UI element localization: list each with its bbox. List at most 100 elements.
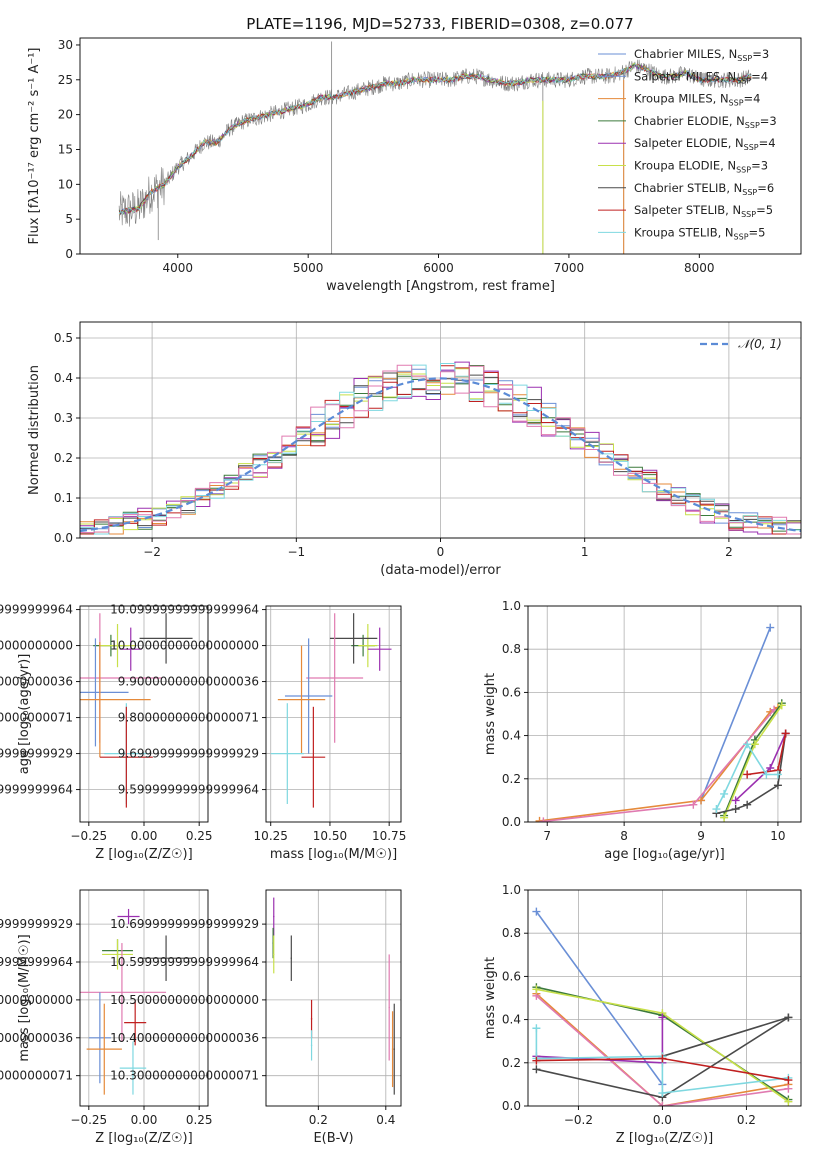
mass_vs_age-frame <box>265 605 402 823</box>
Z_vs_weight-ytick-label: 0.0 <box>502 1099 521 1113</box>
Z_vs_age-xtick-label: −0.25 <box>70 829 107 843</box>
weight-series-marker <box>532 1056 541 1065</box>
weight-series-marker <box>720 789 729 798</box>
weight-series-marker <box>766 623 775 632</box>
weight-series-marker <box>532 985 541 994</box>
Z_vs_weight-ytick-label: 0.2 <box>502 1056 521 1070</box>
Z_vs_age-ytick-label: 9.90000000000000036 <box>0 675 73 689</box>
Z_vs_age-ytick-label: 9.69999999999999929 <box>0 747 73 761</box>
weight-series-marker <box>658 1013 667 1022</box>
weight-series-marker <box>784 1084 793 1093</box>
spectrum-model-line <box>118 62 752 215</box>
Z_vs_weight-xlabel: Z [log₁₀(Z/Z☉)] <box>616 1131 713 1146</box>
age_vs_weight-frame <box>527 605 802 823</box>
Z_vs_age-panel: −0.25 0.00 0.25 9.59999999999999964 9.699999… <box>0 603 213 862</box>
weight-series-marker <box>731 796 740 805</box>
Z_vs_mass-xlabel: Z [log₁₀(Z/Z☉)] <box>95 1131 192 1146</box>
weight-series-marker <box>762 770 771 779</box>
Z_vs_mass-ytick-label: 10.30000000000000071 <box>0 1069 73 1083</box>
age_vs_weight-ytick-label: 1.0 <box>502 599 521 613</box>
Z_vs_mass-panel: −0.25 0.00 0.25 10.30000000000000071 10.4000… <box>0 889 213 1146</box>
Z_vs_weight-plot-area <box>532 907 793 1106</box>
age_vs_weight-ytick-label: 0.4 <box>502 729 521 743</box>
legend-label: 𝒩(0, 1) <box>738 337 782 351</box>
weight-series-marker <box>532 907 541 916</box>
spectrum-xtick-label: 7000 <box>554 261 585 275</box>
weight-series-marker <box>784 1097 793 1106</box>
residuals-ytick-label: 0.4 <box>54 371 73 385</box>
spectrum-xtick-label: 5000 <box>293 261 324 275</box>
mass_vs_age-ytick-label: 9.69999999999999929 <box>118 747 259 761</box>
weight-series-marker <box>784 1076 793 1085</box>
spectrum-ylabel: Flux [fλ10⁻¹⁷ erg cm⁻² s⁻¹ A⁻¹] <box>27 48 42 245</box>
Z_vs_age-xlabel: Z [log₁₀(Z/Z☉)] <box>95 847 192 862</box>
weight-series-line <box>535 993 789 1106</box>
spectrum-panel: Chabrier MILES, NSSP=3 Salpeter MILES, NS… <box>27 37 802 294</box>
age_vs_weight-ylabel: mass weight <box>483 673 498 755</box>
Z_vs_mass-ylabel: mass [log₁₀(M/M☉)] <box>17 934 32 1061</box>
age_vs_weight-xtick-label: 10 <box>770 829 785 843</box>
weight-series-marker <box>750 740 759 749</box>
spectrum-ytick-label: 5 <box>65 212 73 226</box>
grid-lines <box>266 606 401 822</box>
age_vs_weight-xtick-label: 9 <box>697 829 705 843</box>
mass_vs_age-ytick-label: 9.59999999999999964 <box>118 783 259 797</box>
mass_vs_age-ytick-label: 10.09999999999999964 <box>110 603 259 617</box>
weight-series-line <box>662 1016 789 1058</box>
weight-series-marker <box>532 1065 541 1074</box>
spectrum-ytick-label: 20 <box>58 108 73 122</box>
Z_vs_age-ytick-label: 10.00000000000000000 <box>0 639 73 653</box>
Z_vs_mass-ytick-label: 10.59999999999999964 <box>0 955 73 969</box>
Z_vs_weight-ytick-label: 1.0 <box>502 883 521 897</box>
Z_vs_age-ylabel: age [log₁₀(age/yr)] <box>17 654 32 775</box>
spectrum-frame <box>79 37 802 255</box>
grid-lines <box>266 890 401 1106</box>
mass_vs_age-xlabel: mass [log₁₀(M/M☉)] <box>270 847 397 862</box>
weight-series-marker <box>658 1102 667 1106</box>
spectrum-ytick-label: 15 <box>58 142 73 156</box>
legend-label: Chabrier MILES, NSSP=3 <box>634 47 769 63</box>
residuals-xtick-label: −2 <box>143 545 161 559</box>
ebv_vs_mass-panel: 0.2 0.4 10.30000000000000071 10.40000000000… <box>110 889 402 1146</box>
residuals-xlabel: (data-model)/error <box>380 563 501 578</box>
residuals-plot-area <box>80 361 801 535</box>
Z_vs_weight-xtick-label: 0.2 <box>737 1113 756 1127</box>
spectrum-xtick-label: 8000 <box>684 261 715 275</box>
weight-series-marker <box>658 1054 667 1063</box>
residuals-xtick-label: 2 <box>725 545 733 559</box>
weight-series-marker <box>743 800 752 809</box>
ebv_vs_mass-xtick-label: 0.4 <box>376 1113 395 1127</box>
histogram-series <box>80 364 801 535</box>
Z_vs_weight-frame <box>527 889 802 1107</box>
weight-series-marker <box>781 729 790 738</box>
weight-series-marker <box>731 805 740 814</box>
legend-label: Kroupa STELIB, NSSP=5 <box>634 225 765 241</box>
weight-series-marker <box>697 796 706 805</box>
ebv_vs_mass-plot-area <box>272 897 395 1095</box>
figure-title: PLATE=1196, MJD=52733, FIBERID=0308, z=0… <box>246 15 633 33</box>
Z_vs_mass-xtick-label: −0.25 <box>70 1113 107 1127</box>
mass_vs_age-ytick-label: 9.80000000000000071 <box>118 711 259 725</box>
weight-series-marker <box>689 800 698 809</box>
residuals-ytick-label: 0.5 <box>54 331 73 345</box>
residuals-legend: 𝒩(0, 1) <box>700 337 782 351</box>
Z_vs_weight-ytick-label: 0.6 <box>502 969 521 983</box>
residuals-ytick-label: 0.0 <box>54 531 73 545</box>
spectrum-ytick-label: 30 <box>58 38 73 52</box>
ebv_vs_mass-ytick-label: 10.30000000000000071 <box>110 1069 259 1083</box>
Z_vs_weight-ytick-label: 0.8 <box>502 926 521 940</box>
ebv_vs_mass-xlabel: E(B-V) <box>313 1131 353 1146</box>
mass_vs_age-xtick-label: 10.75 <box>372 829 406 843</box>
histogram-series <box>80 372 801 529</box>
Z_vs_mass-xtick-label: 0.25 <box>186 1113 213 1127</box>
residuals-panel: 𝒩(0, 1) −2 −1 0 1 2 0.0 0.1 0.2 0.3 0.4 0.5 (data-mo… <box>27 321 802 578</box>
grid-lines <box>80 606 208 822</box>
spectrum-plot-area <box>118 41 752 254</box>
weight-series-marker <box>773 781 782 790</box>
Z_vs_mass-ytick-label: 10.50000000000000000 <box>0 993 73 1007</box>
ebv_vs_mass-xtick-label: 0.2 <box>309 1113 328 1127</box>
age_vs_weight-ytick-label: 0.6 <box>502 685 521 699</box>
weight-series-marker <box>773 770 782 779</box>
age_vs_weight-xlabel: age [log₁₀(age/yr)] <box>604 847 725 862</box>
Z_vs_age-ytick-label: 9.59999999999999964 <box>0 783 73 797</box>
